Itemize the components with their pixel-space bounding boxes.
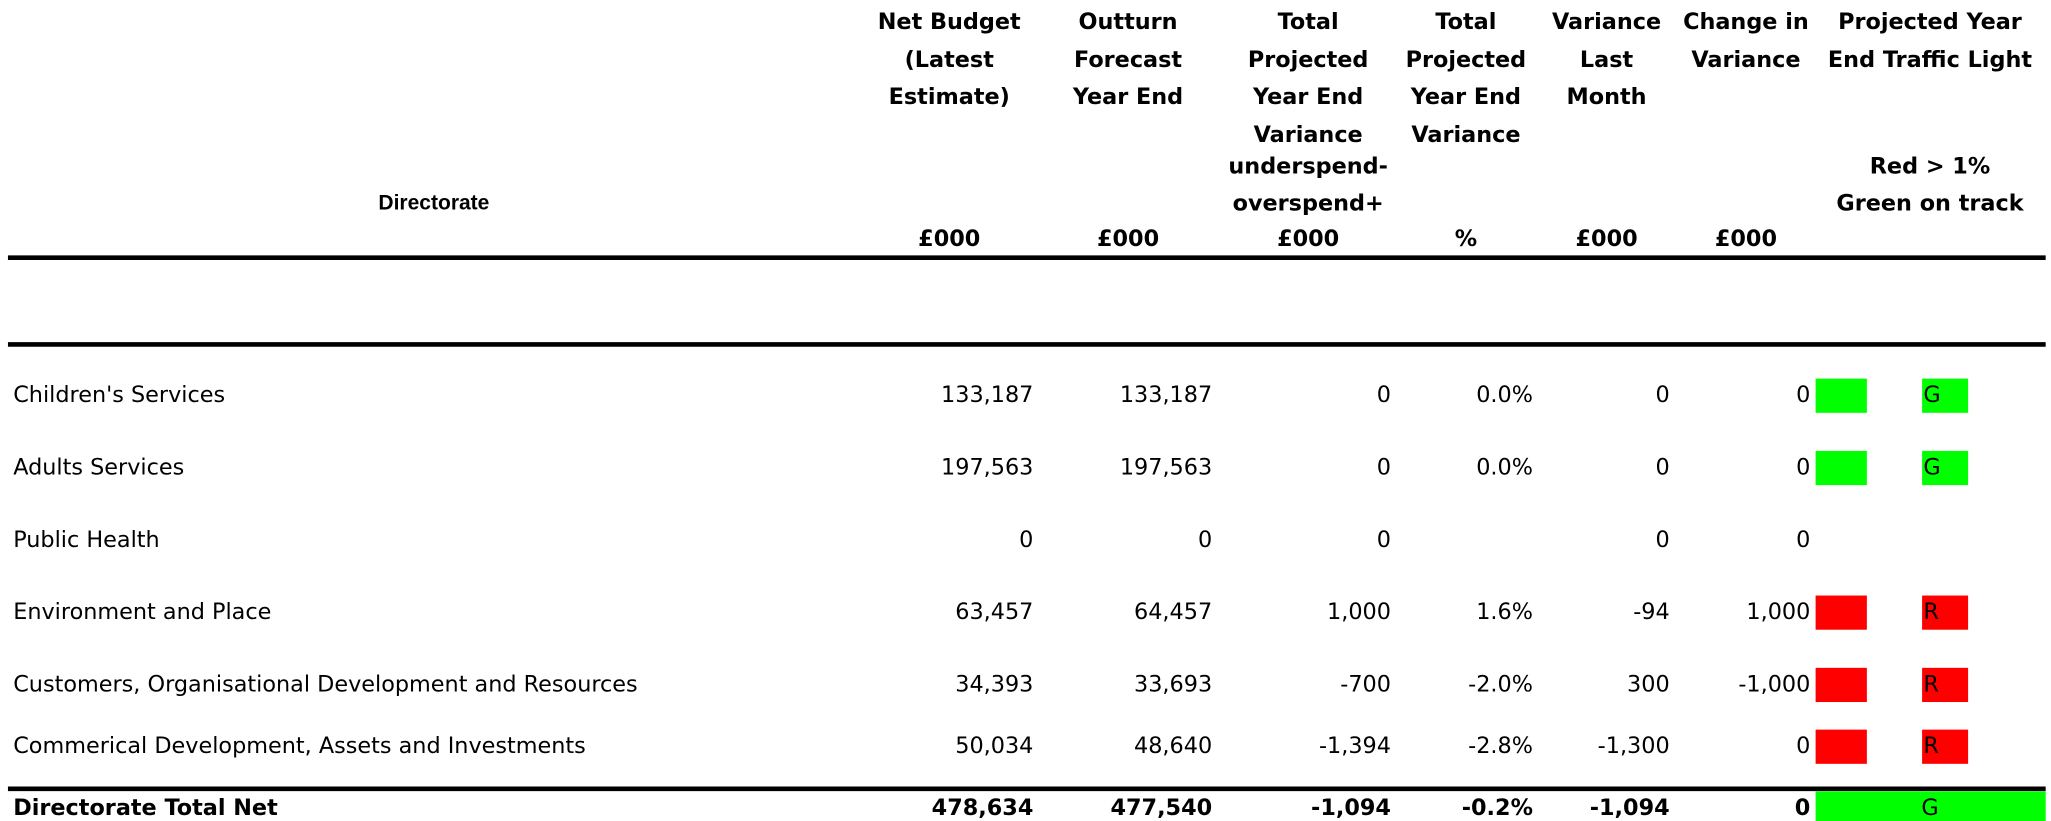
- cell: 0: [1655, 527, 1669, 553]
- column-header: Variance: [1691, 47, 1800, 73]
- column-header: Projected: [1248, 47, 1369, 73]
- row-name: Directorate Total Net: [13, 795, 278, 821]
- column-header: Month: [1567, 84, 1647, 110]
- directorate-header: Directorate: [378, 191, 489, 214]
- cell: 477,540: [1110, 795, 1212, 821]
- column-unit: £000: [918, 226, 980, 252]
- column-header: Total: [1278, 9, 1339, 35]
- traffic-light: [1815, 450, 1867, 486]
- column-header: Year End: [1072, 84, 1183, 110]
- cell: -700: [1340, 671, 1391, 697]
- cell: 34,393: [955, 671, 1033, 697]
- column-unit: £000: [1097, 226, 1159, 252]
- cell: 0: [1796, 382, 1810, 408]
- row-name: Adults Services: [13, 455, 184, 481]
- column-header: Projected Year: [1838, 9, 2022, 35]
- row-name: Commerical Development, Assets and Inves…: [13, 733, 586, 759]
- row-name: Customers, Organisational Development an…: [13, 671, 637, 697]
- traffic-label: G: [1921, 795, 1938, 821]
- traffic-label: R: [1923, 599, 1939, 625]
- cell: 1,000: [1327, 599, 1391, 625]
- cell: 1,000: [1746, 599, 1810, 625]
- row-name: Environment and Place: [13, 599, 271, 625]
- column-header: Variance: [1552, 9, 1661, 35]
- column-unit: £000: [1575, 226, 1637, 252]
- traffic-label-box: [1922, 450, 1969, 486]
- cell: 50,034: [955, 733, 1033, 759]
- column-header: Outturn: [1079, 9, 1178, 35]
- cell: -0.2%: [1462, 795, 1533, 821]
- cell: 64,457: [1134, 599, 1212, 625]
- cell: 133,187: [941, 382, 1033, 408]
- cell: 1.6%: [1476, 599, 1533, 625]
- cell: 0: [1377, 382, 1391, 408]
- traffic-label-box: [1922, 378, 1969, 413]
- column-header: Variance: [1254, 122, 1363, 148]
- column-header: Year End: [1410, 84, 1521, 110]
- traffic-label: R: [1923, 671, 1939, 697]
- cell: 0: [1377, 527, 1391, 553]
- cell: 0: [1796, 527, 1810, 553]
- column-header: Change in: [1683, 9, 1809, 35]
- traffic-label: R: [1923, 733, 1939, 759]
- column-header: Total: [1435, 9, 1496, 35]
- cell: 300: [1627, 671, 1670, 697]
- column-unit: %: [1455, 226, 1477, 252]
- column-header: underspend-: [1228, 153, 1388, 179]
- cell: 63,457: [955, 599, 1033, 625]
- cell: 0: [1019, 527, 1033, 553]
- cell: -2.0%: [1468, 671, 1533, 697]
- row-name: Children's Services: [13, 382, 225, 408]
- column-header: Net Budget: [878, 9, 1021, 35]
- traffic-light: [1815, 595, 1867, 630]
- column-header: Year End: [1252, 84, 1363, 110]
- column-unit: £000: [1277, 226, 1339, 252]
- cell: 197,563: [1120, 455, 1212, 481]
- cell: 0: [1795, 795, 1811, 821]
- cell: -2.8%: [1468, 733, 1533, 759]
- traffic-label-box: [1922, 595, 1969, 630]
- cell: 0: [1655, 455, 1669, 481]
- traffic-label-box: [1922, 729, 1969, 764]
- traffic-label: G: [1923, 455, 1940, 481]
- cell: 133,187: [1120, 382, 1212, 408]
- cell: 48,640: [1134, 733, 1212, 759]
- traffic-light: [1815, 729, 1867, 764]
- cell: -1,094: [1311, 795, 1391, 821]
- traffic-label: G: [1923, 382, 1940, 408]
- cell: -1,000: [1738, 671, 1810, 697]
- column-header: overspend+: [1233, 190, 1384, 216]
- column-header: End Traffic Light: [1828, 47, 2032, 73]
- column-header: (Latest: [905, 47, 995, 73]
- traffic-note: Red > 1%: [1870, 153, 1990, 179]
- cell: -1,300: [1598, 733, 1670, 759]
- column-header: Estimate): [889, 84, 1010, 110]
- traffic-light: [1815, 667, 1867, 703]
- cell: -1,394: [1319, 733, 1391, 759]
- cell: 0: [1655, 382, 1669, 408]
- cell: 0: [1377, 455, 1391, 481]
- cell: 0: [1796, 455, 1810, 481]
- traffic-light: [1815, 791, 2046, 821]
- cell: 0: [1198, 527, 1212, 553]
- cell: 33,693: [1134, 671, 1212, 697]
- cell: 0.0%: [1476, 455, 1533, 481]
- cell: 197,563: [941, 455, 1033, 481]
- column-header: Last: [1580, 47, 1634, 73]
- column-header: Forecast: [1074, 47, 1182, 73]
- cell: -94: [1633, 599, 1669, 625]
- row-name: Public Health: [13, 527, 160, 553]
- traffic-note: Green on track: [1836, 190, 2024, 216]
- cell: 478,634: [932, 795, 1034, 821]
- cell: -1,094: [1590, 795, 1670, 821]
- column-header: Projected: [1406, 47, 1527, 73]
- column-header: Variance: [1411, 122, 1520, 148]
- traffic-light: [1815, 378, 1867, 413]
- traffic-label-box: [1922, 667, 1969, 703]
- cell: 0.0%: [1476, 382, 1533, 408]
- cell: 0: [1796, 733, 1810, 759]
- column-unit: £000: [1715, 226, 1777, 252]
